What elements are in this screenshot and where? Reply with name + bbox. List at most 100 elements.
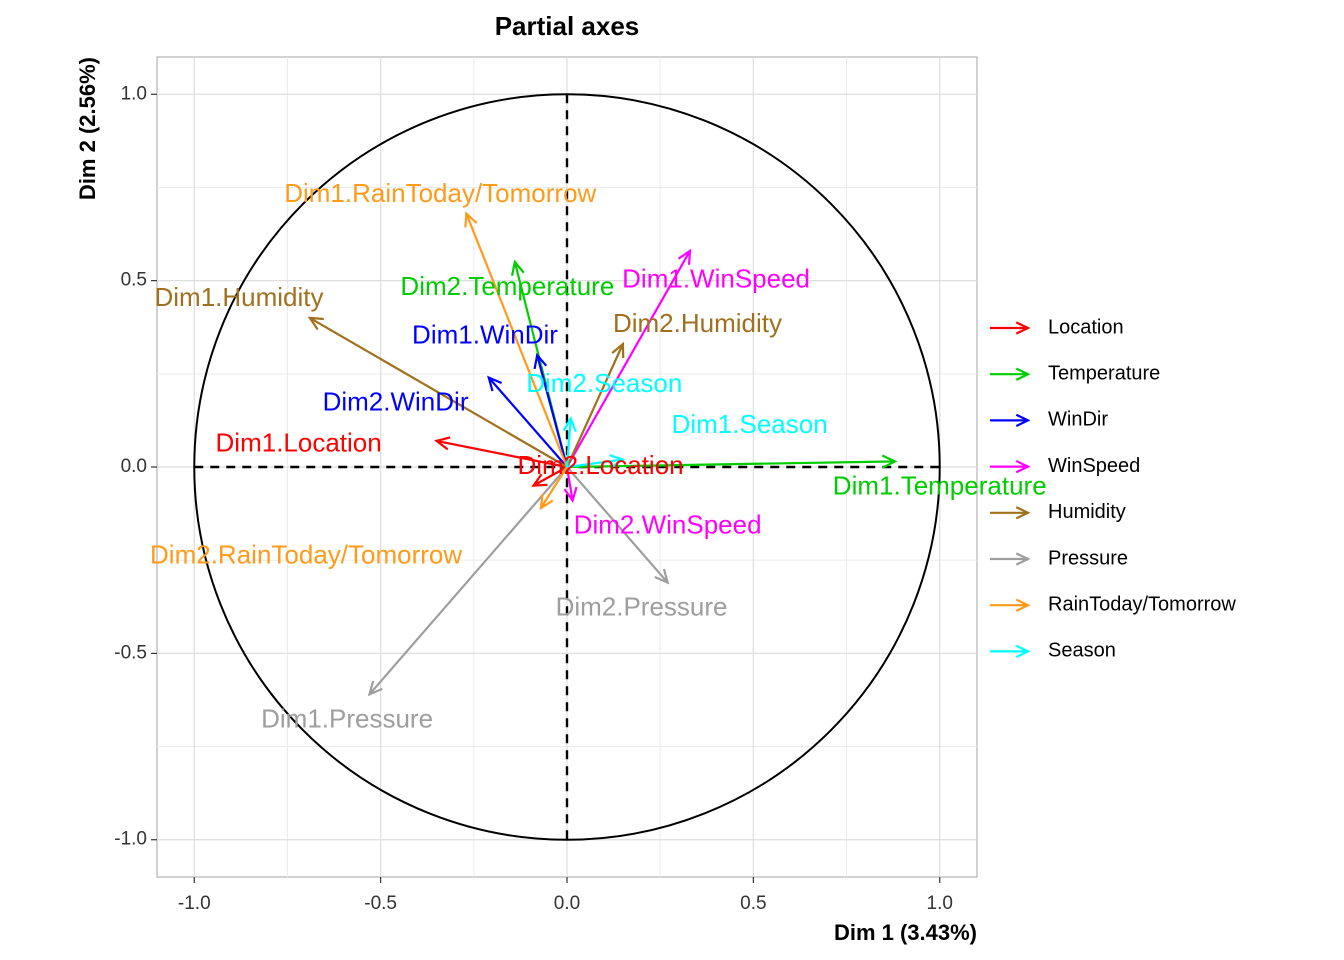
vector-label-dim1-pressure: Dim1.Pressure: [261, 703, 433, 733]
legend-label: Location: [1048, 316, 1124, 338]
legend-item-humidity: Humidity: [990, 501, 1126, 523]
legend-label: WinDir: [1048, 409, 1108, 431]
legend-label: WinSpeed: [1048, 455, 1140, 477]
arrow-shaft: [565, 343, 624, 468]
arrow-shaft: [465, 213, 569, 468]
arrow-shaft: [309, 316, 568, 468]
unit-circle: [193, 93, 941, 841]
vector-dim1-windir: [533, 352, 569, 468]
legend-item-raintoday-tomorrow: RainToday/Tomorrow: [990, 593, 1236, 615]
arrow-shaft: [368, 466, 568, 696]
arrow-shaft: [539, 466, 568, 509]
arrow-head: [1015, 552, 1031, 566]
arrow-head: [1015, 459, 1031, 474]
vector-dim1-raintoday-tomorrow: [464, 211, 569, 468]
vector-dim2-location: [531, 466, 568, 487]
vector-dim1-season: [566, 454, 626, 469]
vector-label-dim1-location: Dim1.Location: [216, 428, 382, 458]
vector-dim1-temperature: [566, 454, 898, 469]
arrow-shaft: [566, 250, 691, 468]
arrow-shaft: [566, 466, 669, 584]
arrow-head: [434, 436, 451, 451]
vector-label-dim1-winspeed: Dim1.WinSpeed: [622, 264, 810, 294]
legend-label: Season: [1048, 640, 1116, 662]
legend-key: [990, 321, 1031, 335]
x-axis-title: Dim 1 (3.43%): [834, 920, 977, 945]
chart-title: Partial axes: [495, 11, 640, 41]
vector-label-dim2-temperature: Dim2.Temperature: [400, 271, 614, 301]
vector-label-dim1-season: Dim1.Season: [672, 409, 828, 439]
legend-key: [990, 644, 1031, 659]
vector-dim1-winspeed: [566, 248, 692, 468]
vector-label-dim2-season: Dim2.Season: [526, 368, 682, 398]
vector-dim1-location: [434, 436, 568, 469]
legend-key: [990, 367, 1031, 381]
vector-label-dim2-location: Dim2.Location: [517, 450, 683, 480]
y-tick-label: 0.5: [121, 270, 147, 291]
vector-dim1-humidity: [307, 316, 568, 468]
legend-item-windir: WinDir: [990, 409, 1108, 431]
vector-label-dim2-pressure: Dim2.Pressure: [556, 592, 728, 622]
y-axis-ticks: -1.0 -0.5 0.0 0.5 1.0: [114, 83, 157, 850]
x-axis-ticks: -1.0 -0.5 0.0 0.5 1.0: [178, 877, 953, 914]
arrow-head: [1015, 367, 1031, 381]
legend-key: [990, 598, 1031, 612]
arrow-head: [533, 352, 548, 370]
arrow-head: [1015, 598, 1031, 612]
legend: Location Temperature WinDir WinSpeed Humidit…: [990, 316, 1236, 662]
vector-dim2-windir: [487, 375, 568, 468]
arrow-shaft: [487, 376, 568, 468]
vector-label-dim2-humidity: Dim2.Humidity: [613, 308, 782, 338]
arrow-head: [1015, 413, 1031, 428]
arrow-head: [609, 454, 626, 469]
vector-dim2-season: [562, 416, 577, 468]
arrow-shaft: [566, 458, 624, 469]
arrow-head: [654, 568, 670, 585]
arrow-head: [1015, 506, 1031, 520]
arrow-head: [487, 375, 503, 392]
y-axis-title: Dim 2 (2.56%): [75, 57, 100, 200]
legend-key: [990, 459, 1031, 474]
arrow-shaft: [536, 354, 569, 468]
vector-dim2-pressure: [566, 466, 670, 585]
plot-panel: Dim1.Location Dim2.Location Dim1.Temperatu…: [150, 56, 1047, 878]
y-tick-label: -1.0: [114, 829, 147, 850]
x-tick-label: -0.5: [364, 893, 397, 914]
vector-dim2-raintoday-tomorrow: [539, 466, 568, 511]
legend-item-location: Location: [990, 316, 1124, 338]
vector-label-dim1-raintoday-tomorrow: Dim1.RainToday/Tomorrow: [284, 178, 596, 208]
vector-label-dim2-windir: Dim2.WinDir: [323, 387, 469, 417]
legend-label: Pressure: [1048, 547, 1128, 569]
arrow-head: [562, 416, 577, 432]
legend-item-temperature: Temperature: [990, 362, 1160, 384]
arrow-head: [510, 259, 525, 276]
arrow-head: [881, 454, 898, 469]
arrow-head: [531, 473, 548, 487]
arrow-shaft: [565, 418, 572, 468]
legend-item-pressure: Pressure: [990, 547, 1128, 569]
y-tick-label: 0.0: [121, 456, 147, 477]
arrow-head: [611, 341, 625, 359]
arrow-head: [1015, 644, 1031, 659]
legend-key: [990, 413, 1031, 428]
vector-dim2-humidity: [565, 341, 625, 468]
x-tick-label: 0.5: [740, 893, 766, 914]
legend-label: RainToday/Tomorrow: [1048, 593, 1236, 615]
vector-label-dim2-winspeed: Dim2.WinSpeed: [574, 510, 762, 540]
vector-labels: Dim1.Location Dim2.Location Dim1.Temperatu…: [150, 178, 1047, 734]
vector-dim2-winspeed: [563, 466, 578, 504]
x-tick-label: 0.0: [554, 893, 580, 914]
y-tick-label: 1.0: [121, 83, 147, 104]
vector-label-dim1-temperature: Dim1.Temperature: [833, 470, 1047, 500]
arrow-shaft: [532, 466, 568, 487]
arrow-shaft: [436, 439, 568, 469]
arrow-head: [307, 316, 324, 331]
legend-label: Humidity: [1048, 501, 1126, 523]
arrow-head: [1015, 321, 1031, 335]
legend-item-winspeed: WinSpeed: [990, 455, 1140, 477]
legend-label: Temperature: [1048, 362, 1160, 384]
arrow-head: [563, 486, 578, 504]
legend-key: [990, 552, 1031, 566]
arrow-shaft: [565, 466, 574, 501]
